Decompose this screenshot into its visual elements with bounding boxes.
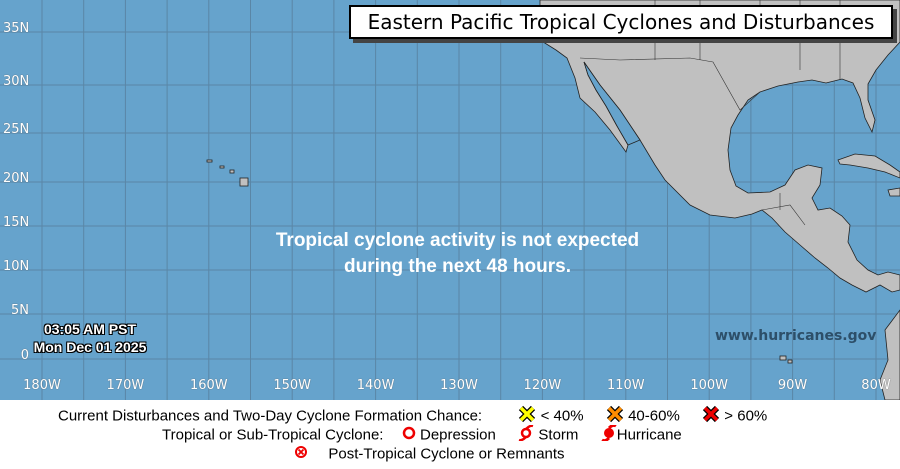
- medium-chance-label: 40-60%: [628, 407, 680, 425]
- longitude-label: 80W: [861, 378, 891, 393]
- message-line-1: Tropical cyclone activity is not expecte…: [275, 230, 640, 251]
- map-graphics: [0, 0, 900, 400]
- longitude-label: 170W: [106, 378, 145, 393]
- latitude-label: 35N: [3, 21, 30, 36]
- post-tropical-icon: [294, 445, 308, 464]
- latitude-label: 25N: [3, 122, 30, 137]
- message-line-2: during the next 48 hours.: [344, 256, 571, 277]
- high-chance-label: > 60%: [724, 407, 768, 425]
- x-orange-icon: [606, 405, 624, 428]
- latitude-label: 15N: [3, 215, 30, 230]
- latitude-label: 0: [20, 348, 29, 363]
- website-watermark: www.hurricanes.gov: [715, 328, 877, 344]
- cyclone-label: Tropical or Sub-Tropical Cyclone:: [162, 426, 384, 444]
- activity-message: Tropical cyclone activity is not expecte…: [200, 228, 715, 280]
- hurricane-symbol-icon: [600, 423, 617, 446]
- longitude-label: 90W: [777, 378, 808, 393]
- hurricane-label: Hurricane: [616, 426, 682, 444]
- longitude-label: 100W: [690, 378, 729, 393]
- longitude-label: 120W: [523, 378, 562, 393]
- legend-post-tropical: Post-Tropical Cyclone or Remnants: [294, 445, 565, 464]
- timestamp: 03:05 AM PST Mon Dec 01 2025: [20, 320, 160, 356]
- longitude-label: 180W: [23, 378, 61, 393]
- disturbances-label: Current Disturbances and Two-Day Cyclone…: [58, 407, 483, 425]
- post-tropical-label: Post-Tropical Cyclone or Remnants: [328, 445, 565, 463]
- longitude-label: 140W: [356, 378, 395, 393]
- low-chance-label: < 40%: [540, 407, 584, 425]
- longitude-label: 150W: [273, 378, 312, 393]
- latitude-label: 20N: [3, 171, 30, 186]
- latitude-label: 5N: [11, 303, 29, 318]
- cuba: [837, 153, 900, 179]
- longitude-label: 130W: [440, 378, 478, 393]
- hawaii-islands: [206, 159, 249, 187]
- depression-circle-icon: [402, 426, 416, 445]
- longitude-label: 110W: [606, 378, 645, 393]
- time: 03:05 AM PST: [43, 321, 137, 337]
- x-red-icon: [702, 405, 720, 428]
- legend-cyclones: Tropical or Sub-Tropical Cyclone: Depres…: [162, 423, 682, 446]
- map: Eastern Pacific Tropical Cyclones and Di…: [0, 0, 900, 400]
- gulf-of-california: [583, 61, 641, 146]
- land: [206, 0, 900, 400]
- latitude-label: 10N: [3, 259, 30, 274]
- date: Mon Dec 01 2025: [33, 339, 147, 355]
- x-yellow-icon: [518, 405, 536, 428]
- hispaniola: [887, 187, 900, 197]
- depression-label: Depression: [420, 426, 496, 444]
- storm-label: Storm: [538, 426, 579, 444]
- longitude-label: 160W: [189, 378, 228, 393]
- map-title: Eastern Pacific Tropical Cyclones and Di…: [349, 5, 893, 39]
- storm-symbol-icon: [518, 424, 534, 446]
- galapagos-islands: [779, 355, 793, 364]
- south-america: [879, 309, 900, 400]
- legend-disturbances: Current Disturbances and Two-Day Cyclone…: [58, 405, 767, 428]
- latitude-label: 30N: [3, 74, 30, 89]
